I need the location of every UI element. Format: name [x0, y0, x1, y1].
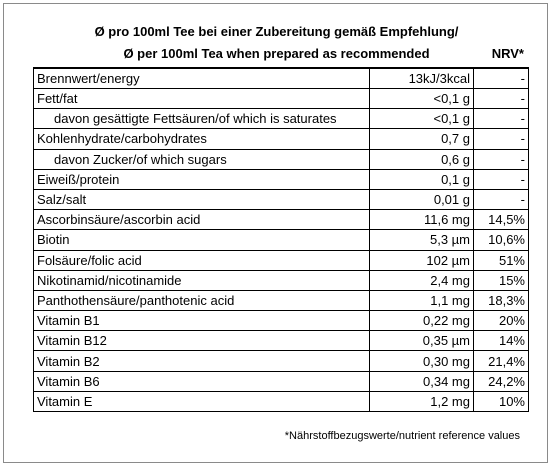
nutrition-table: Brennwert/energy 13kJ/3kcal - Fett/fat <0,1 … [33, 67, 529, 413]
nutrient-name: Vitamin B2 [33, 350, 370, 372]
nutrient-nrv: 24,2% [473, 371, 529, 392]
table-row: Brennwert/energy 13kJ/3kcal - [33, 67, 529, 89]
heading-english: Ø per 100ml Tea when prepared as recomme… [123, 46, 430, 61]
table-row: Folsäure/folic acid 102 µm 51% [33, 250, 529, 271]
nutrient-amount: 102 µm [369, 250, 474, 271]
footnote: *Nährstoffbezugswerte/nutrient reference… [284, 430, 520, 442]
table-row: Vitamin B12 0,35 µm 14% [33, 330, 529, 352]
nutrient-nrv: 20% [473, 310, 529, 332]
nutrient-nrv: - [473, 88, 529, 110]
table-row: Panthothensäure/panthotenic acid 1,1 mg 18… [33, 290, 529, 312]
nutrient-nrv: 10% [473, 391, 529, 413]
nutrient-nrv: - [473, 67, 529, 89]
table-row: Ascorbinsäure/ascorbin acid 11,6 mg 14,5% [33, 209, 529, 231]
nutrient-amount: <0,1 g [369, 88, 474, 110]
nutrient-name: Salz/salt [33, 189, 370, 211]
nutrient-name: Folsäure/folic acid [33, 250, 370, 271]
nutrient-nrv: 15% [473, 270, 529, 291]
nutrient-amount: 1,2 mg [369, 391, 474, 413]
nutrient-amount: 0,22 mg [369, 310, 474, 332]
nutrient-name: Biotin [33, 229, 370, 251]
table-row: Biotin 5,3 µm 10,6% [33, 229, 529, 251]
nutrient-name: Nikotinamid/nicotinamide [33, 270, 370, 291]
nutrient-amount: 0,01 g [369, 189, 474, 211]
nutrient-nrv: 21,4% [473, 350, 529, 372]
nutrition-facts-panel: Ø pro 100ml Tee bei einer Zubereitung ge… [3, 3, 548, 463]
table-row: Salz/salt 0,01 g- [33, 189, 529, 211]
table-row: Vitamin B6 0,34 mg 24,2% [33, 371, 529, 392]
table-row: davon Zucker/of which sugars 0,6 g- [33, 149, 529, 170]
nutrient-name: Eiweiß/protein [33, 169, 370, 190]
nutrient-nrv: - [473, 169, 529, 190]
nutrient-amount: 11,6 mg [369, 209, 474, 231]
nutrient-amount: 0,7 g [369, 128, 474, 150]
nutrient-nrv: 14,5% [473, 209, 529, 231]
nutrient-amount: 13kJ/3kcal [369, 67, 474, 89]
nutrient-amount: 1,1 mg [369, 290, 474, 312]
nutrient-name: Brennwert/energy [33, 67, 370, 89]
table-row: Nikotinamid/nicotinamide 2,4 mg 15% [33, 270, 529, 291]
nutrient-nrv: 51% [473, 250, 529, 271]
nutrient-name: Vitamin E [33, 391, 370, 413]
table-row: Eiweiß/protein 0,1 g- [33, 169, 529, 190]
nutrition-table-body: Brennwert/energy 13kJ/3kcal - Fett/fat <0,1 … [33, 67, 529, 413]
nutrient-name: Ascorbinsäure/ascorbin acid [33, 209, 370, 231]
nutrient-nrv: 14% [473, 330, 529, 352]
table-row: Vitamin B1 0,22 mg 20% [33, 310, 529, 332]
nutrient-amount: 2,4 mg [369, 270, 474, 291]
heading-german: Ø pro 100ml Tee bei einer Zubereitung ge… [94, 24, 459, 39]
nutrient-amount: 0,35 µm [369, 330, 474, 352]
nutrient-nrv: - [473, 149, 529, 170]
table-row: davon gesättigte Fettsäuren/of which is … [33, 108, 529, 130]
table-row: Vitamin E 1,2 mg 10% [33, 391, 529, 413]
nutrient-name: davon gesättigte Fettsäuren/of which is … [33, 108, 370, 130]
nutrient-name: Kohlenhydrate/carbohydrates [33, 128, 370, 150]
nutrient-name: davon Zucker/of which sugars [33, 149, 370, 170]
nutrient-amount: 5,3 µm [369, 229, 474, 251]
nrv-column-header: NRV* [491, 46, 524, 61]
table-row: Vitamin B2 0,30 mg 21,4% [33, 350, 529, 372]
nutrient-amount: 0,34 mg [369, 371, 474, 392]
table-row: Fett/fat <0,1 g- [33, 88, 529, 110]
nutrient-nrv: - [473, 108, 529, 130]
nutrient-amount: 0,30 mg [369, 350, 474, 372]
nutrient-name: Vitamin B6 [33, 371, 370, 392]
nutrient-amount: 0,1 g [369, 169, 474, 190]
nutrient-name: Vitamin B1 [33, 310, 370, 332]
nutrient-name: Vitamin B12 [33, 330, 370, 352]
nutrient-nrv: 10,6% [473, 229, 529, 251]
nutrient-amount: <0,1 g [369, 108, 474, 130]
nutrient-amount: 0,6 g [369, 149, 474, 170]
nutrient-name: Fett/fat [33, 88, 370, 110]
nutrient-name: Panthothensäure/panthotenic acid [33, 290, 370, 312]
table-row: Kohlenhydrate/carbohydrates 0,7 g- [33, 128, 529, 150]
nutrient-nrv: 18,3% [473, 290, 529, 312]
nutrient-nrv: - [473, 128, 529, 150]
nutrient-nrv: - [473, 189, 529, 211]
